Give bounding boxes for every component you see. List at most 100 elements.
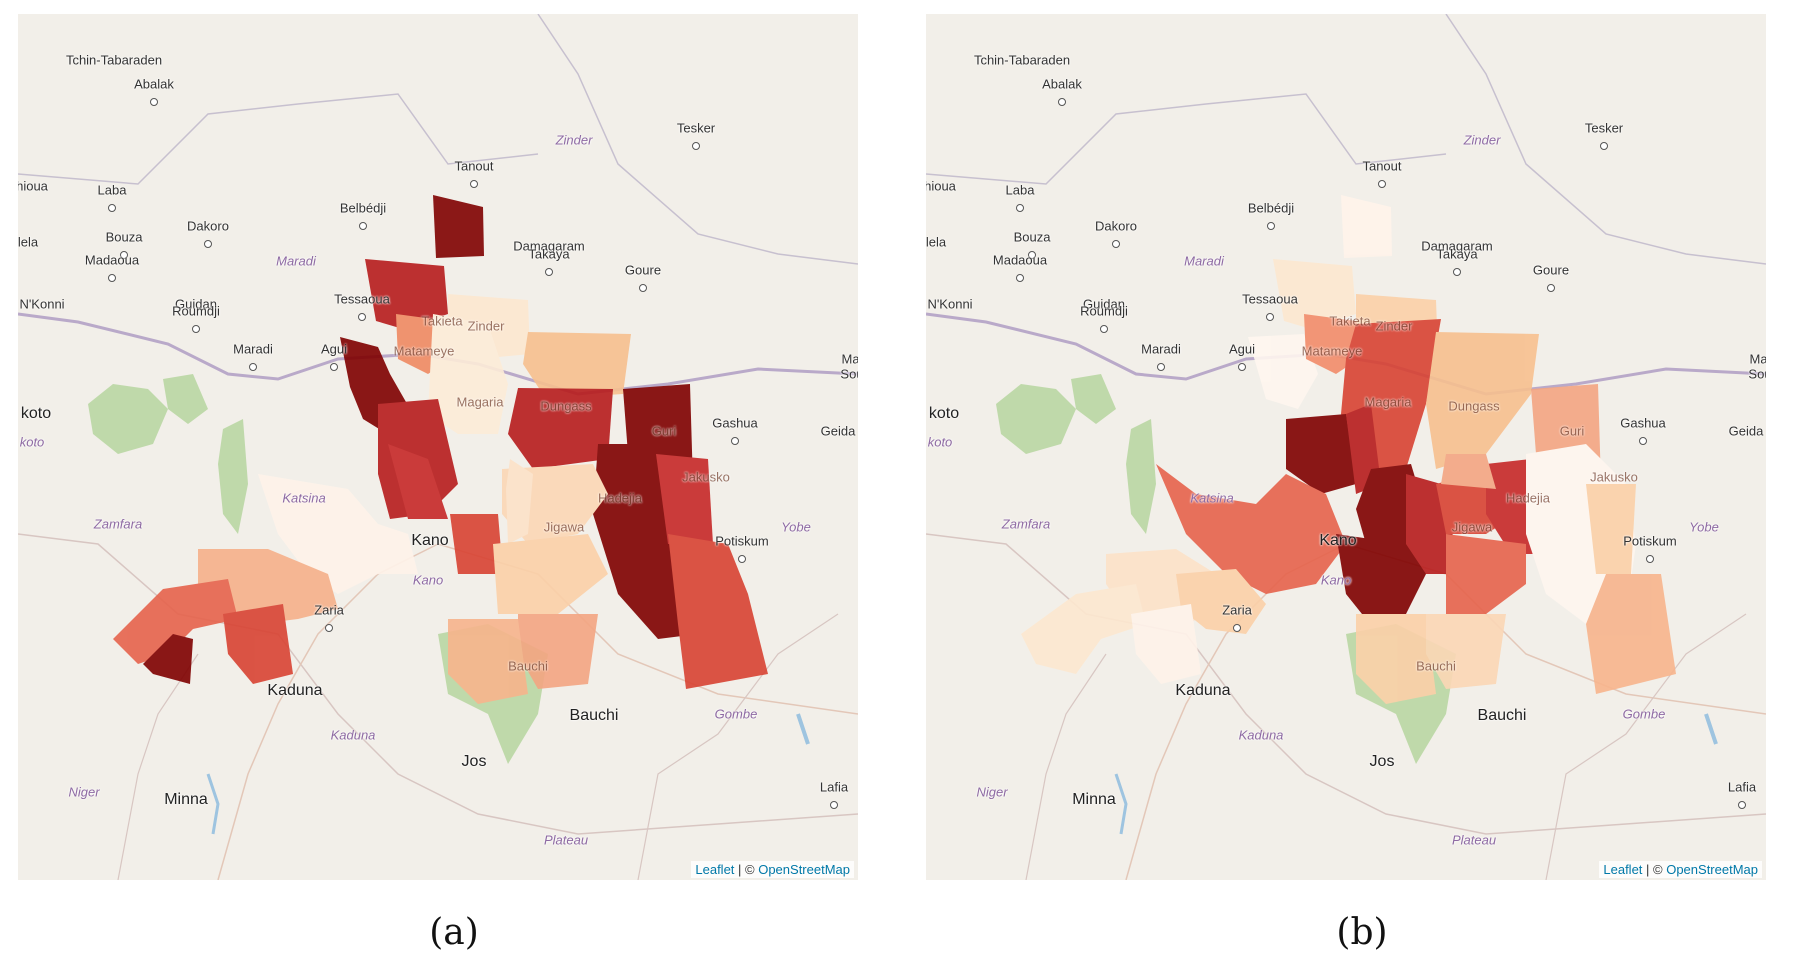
map-svg-b: [926, 14, 1766, 880]
leaflet-map-b[interactable]: Leaflet | © OpenStreetMap Tchin-Tabarade…: [926, 14, 1766, 880]
place-label: Roumdji: [1080, 303, 1128, 319]
place-label: Damagaram: [1421, 238, 1493, 254]
place-dot: [249, 363, 257, 371]
place-label: Zinder: [555, 132, 593, 148]
leaflet-link-a[interactable]: Leaflet: [695, 862, 735, 877]
place-label: Zaria: [314, 602, 344, 618]
choropleth-b: [1021, 195, 1676, 704]
place-label: Minna: [1072, 791, 1116, 808]
place-label: Tchin-Tabaraden: [65, 52, 163, 68]
place-label: Jos: [1369, 753, 1395, 770]
place-label: Jos: [461, 753, 487, 770]
place-label: koto: [928, 405, 960, 422]
place-dot: [1738, 801, 1746, 809]
place-label: Katsina: [282, 490, 326, 506]
overlay-place-label: Guri: [651, 423, 677, 439]
place-label: lela: [18, 234, 39, 250]
place-label: Belbédji: [339, 200, 387, 216]
place-label: Guidan: [1083, 296, 1125, 312]
place-label: Geida: [1728, 423, 1764, 439]
place-dot: [1157, 363, 1165, 371]
place-label: Sou: [840, 366, 858, 382]
overlay-place-label: Matameye: [1301, 343, 1363, 359]
place-label: Kaduna: [1175, 682, 1231, 699]
overlay-place-label: Jakusko: [682, 469, 730, 485]
place-label: Kano: [1319, 532, 1357, 549]
place-dot: [359, 222, 367, 230]
place-label: Lafia: [819, 779, 849, 795]
place-label: koto: [927, 434, 953, 450]
overlay-place-label: Takieta: [1329, 313, 1371, 329]
place-label: hioua: [18, 178, 48, 194]
place-dot: [1646, 555, 1654, 563]
overlay-place-label: Jakusko: [1590, 469, 1638, 485]
place-label: Tessaoua: [1242, 291, 1298, 307]
openstreetmap-link-a[interactable]: OpenStreetMap: [758, 862, 850, 877]
overlay-place-label: Guri: [1559, 423, 1585, 439]
overlay-place-label: Magaria: [1364, 394, 1412, 410]
place-label: Niger: [68, 784, 100, 800]
overlay-place-label: Magaria: [456, 394, 504, 410]
place-dot: [358, 313, 366, 321]
place-dot: [738, 555, 746, 563]
place-dot: [1378, 180, 1386, 188]
map-svg-a: [18, 14, 858, 880]
place-dot: [1112, 240, 1120, 248]
place-label: Laba: [97, 182, 127, 198]
place-label: Potiskum: [1623, 533, 1677, 549]
place-label: Zamfara: [93, 516, 143, 532]
openstreetmap-link-b[interactable]: OpenStreetMap: [1666, 862, 1758, 877]
place-label: Kaduna: [1238, 727, 1284, 743]
place-dot: [1639, 437, 1647, 445]
place-dot: [108, 274, 116, 282]
place-dot: [731, 437, 739, 445]
place-label: Kaduna: [330, 727, 376, 743]
place-label: Laba: [1005, 182, 1035, 198]
map-panel-b: Leaflet | © OpenStreetMap Tchin-Tabarade…: [908, 0, 1816, 970]
overlay-place-label: Jigawa: [543, 519, 585, 535]
attribution-separator-a: | ©: [734, 862, 759, 877]
place-label: Tessaoua: [334, 291, 390, 307]
place-label: Belbédji: [1247, 200, 1295, 216]
place-dot: [1238, 363, 1246, 371]
overlay-place-label: Hadejia: [1505, 490, 1551, 506]
place-label: Gashua: [712, 415, 758, 431]
place-label: Zaria: [1222, 602, 1252, 618]
place-dot: [1453, 268, 1461, 276]
leaflet-link-b[interactable]: Leaflet: [1603, 862, 1643, 877]
place-dot: [1233, 624, 1241, 632]
place-label: Tchin-Tabaraden: [973, 52, 1071, 68]
place-dot: [830, 801, 838, 809]
place-label: Kaduna: [267, 682, 323, 699]
overlay-place-label: Zinder: [1375, 318, 1413, 334]
place-label: Yobe: [1689, 519, 1719, 535]
place-label: Katsina: [1190, 490, 1234, 506]
place-label: Madaoua: [992, 252, 1048, 268]
place-dot: [1600, 142, 1608, 150]
place-dot: [325, 624, 333, 632]
place-dot: [545, 268, 553, 276]
place-dot: [1016, 204, 1024, 212]
place-label: Roumdji: [172, 303, 220, 319]
attribution-separator-b: | ©: [1642, 862, 1667, 877]
place-label: Mal: [1749, 351, 1766, 367]
place-dot: [1266, 313, 1274, 321]
place-label: Yobe: [781, 519, 811, 535]
place-dot: [470, 180, 478, 188]
place-label: Sou: [1748, 366, 1766, 382]
place-label: Bauchi: [569, 707, 619, 724]
place-label: Takaya: [528, 246, 570, 262]
place-dot: [1267, 222, 1275, 230]
place-label: Tanout: [454, 158, 494, 174]
overlay-place-label: Bauchi: [1416, 658, 1456, 674]
place-label: Kano: [1320, 572, 1352, 588]
place-label: Goure: [1532, 262, 1570, 278]
place-label: Dakoro: [1095, 218, 1137, 234]
place-label: lela: [926, 234, 947, 250]
place-label: Lafia: [1727, 779, 1757, 795]
leaflet-map-a[interactable]: Leaflet | © OpenStreetMap Tchin-Tabarade…: [18, 14, 858, 880]
place-label: Dakoro: [187, 218, 229, 234]
panel-caption-b: (b): [1336, 912, 1388, 953]
place-label: Guidan: [175, 296, 217, 312]
place-label: N'Konni: [19, 296, 65, 312]
